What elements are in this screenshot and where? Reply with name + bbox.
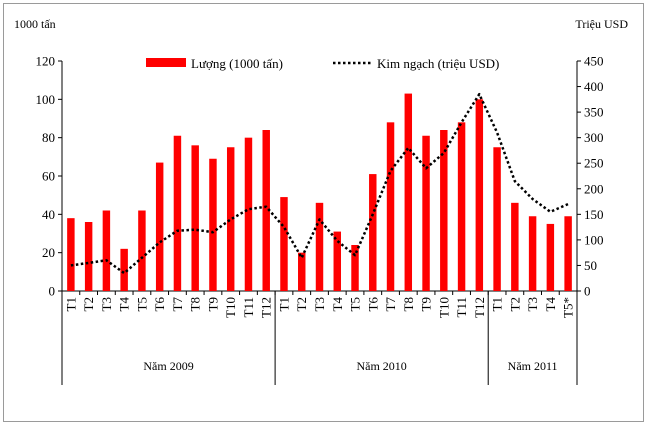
x-tick-label: T3 xyxy=(312,297,327,311)
x-tick-label: T3 xyxy=(525,297,540,311)
x-tick-label: T10 xyxy=(436,297,451,318)
left-tick-label: 40 xyxy=(42,207,55,222)
x-tick-label: T11 xyxy=(454,297,469,317)
bar xyxy=(280,197,288,291)
bar xyxy=(440,130,448,291)
bar xyxy=(67,218,75,291)
x-tick-label: T2 xyxy=(294,297,309,311)
left-tick-label: 20 xyxy=(42,245,55,260)
group-labels: Năm 2009 Năm 2010 Năm 2011 xyxy=(61,291,578,385)
x-tick-label: T4 xyxy=(330,297,345,312)
group-label: Năm 2010 xyxy=(356,359,406,373)
line-series-path xyxy=(70,92,569,275)
x-tick-label: T4 xyxy=(543,297,558,312)
legend-bar-swatch xyxy=(146,58,186,67)
left-tick-label: 0 xyxy=(49,284,56,299)
x-tick-label: T1 xyxy=(63,297,78,311)
bar xyxy=(298,252,306,291)
right-axis-unit: Triệu USD xyxy=(575,17,628,31)
bar xyxy=(191,145,199,291)
line-series xyxy=(70,92,569,275)
x-tick-label: T5 xyxy=(134,297,149,311)
x-tick-label: T7 xyxy=(170,297,185,312)
bar xyxy=(244,137,253,291)
x-tick-label: T8 xyxy=(401,297,416,311)
x-tick-label: T4 xyxy=(117,297,132,312)
right-tick-label: 450 xyxy=(584,54,604,69)
x-tick-label: T3 xyxy=(99,297,114,311)
bar xyxy=(422,135,430,291)
x-tick-label: T6 xyxy=(365,297,380,312)
bar xyxy=(457,122,466,291)
x-tick-labels: T1 T2 T3 T4 T5 T6 T7 T8 T9 T10 T11 T12 T1 T2 T3 T4 T5 T6 T… xyxy=(61,291,578,318)
left-tick-label: 100 xyxy=(36,92,56,107)
right-tick-label: 250 xyxy=(584,156,604,171)
bar xyxy=(155,162,164,291)
bar xyxy=(262,130,270,291)
bar xyxy=(528,216,537,291)
x-tick-label: T8 xyxy=(188,297,203,311)
bar xyxy=(226,147,235,291)
left-tick-label: 120 xyxy=(36,54,56,69)
x-tick-label: T12 xyxy=(472,297,487,318)
x-tick-label: T9 xyxy=(205,297,220,311)
left-tick-label: 60 xyxy=(42,169,55,184)
x-tick-label: T2 xyxy=(507,297,522,311)
x-tick-label: T6 xyxy=(152,297,167,312)
bar xyxy=(564,216,572,291)
left-tick-label: 80 xyxy=(42,130,55,145)
right-tick-label: 300 xyxy=(584,130,604,145)
x-tick-label: T1 xyxy=(490,297,505,311)
bar xyxy=(209,158,217,291)
x-tick-label: T12 xyxy=(259,297,274,318)
bar xyxy=(102,210,111,291)
legend: Lượng (1000 tấn) Kim ngạch (triệu USD) xyxy=(146,56,499,71)
bar xyxy=(493,147,501,291)
left-axis-unit: 1000 tấn xyxy=(14,17,56,31)
bar xyxy=(84,222,93,291)
x-tick-label: T10 xyxy=(223,297,238,318)
bar xyxy=(120,248,128,291)
x-tick-label: T7 xyxy=(383,297,398,312)
right-tick-label: 400 xyxy=(584,79,604,94)
legend-bar-label: Lượng (1000 tấn) xyxy=(191,56,283,71)
bar xyxy=(351,245,359,291)
right-tick-label: 50 xyxy=(584,258,597,273)
x-tick-label: T9 xyxy=(419,297,434,311)
bar xyxy=(333,231,341,291)
group-label: Năm 2011 xyxy=(508,359,558,373)
bar xyxy=(173,135,182,291)
axes: 0 20 40 60 80 100 120 0 50 100 150 200 250 300 350 400 4… xyxy=(36,54,604,299)
bar xyxy=(315,202,324,291)
bar xyxy=(386,122,395,291)
bar xyxy=(511,202,519,291)
bar xyxy=(369,174,377,291)
x-tick-label: T5* xyxy=(561,297,576,318)
right-tick-label: 100 xyxy=(584,232,604,247)
bar xyxy=(546,223,555,291)
bar-series xyxy=(67,93,572,291)
bar xyxy=(475,99,484,291)
x-tick-label: T1 xyxy=(277,297,292,311)
chart-border xyxy=(3,3,644,422)
group-label: Năm 2009 xyxy=(143,359,193,373)
right-tick-label: 150 xyxy=(584,207,604,222)
right-tick-label: 0 xyxy=(584,284,591,299)
x-tick-label: T2 xyxy=(81,297,96,311)
bar xyxy=(138,210,146,291)
legend-line-label: Kim ngạch (triệu USD) xyxy=(377,56,499,71)
right-tick-label: 200 xyxy=(584,181,604,196)
x-tick-label: T5 xyxy=(348,297,363,311)
bar xyxy=(404,93,413,291)
right-tick-label: 350 xyxy=(584,105,604,120)
x-tick-label: T11 xyxy=(241,297,256,317)
